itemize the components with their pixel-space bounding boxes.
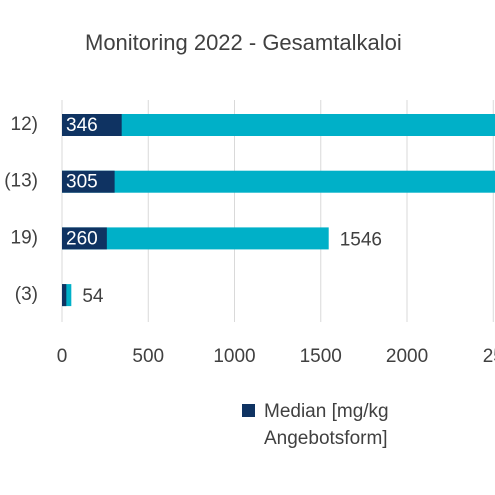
data-label: 54	[82, 286, 104, 307]
data-label: 1546	[340, 229, 382, 250]
bar	[62, 284, 72, 307]
bar	[62, 227, 107, 250]
chart-title: Monitoring 2022 - Gesamtalkaloi	[85, 30, 402, 55]
x-tick-label: 500	[132, 346, 164, 367]
legend-label: Median [mg/kg Angebotsform]	[264, 401, 389, 449]
bar	[62, 284, 67, 307]
x-tick-label: 1000	[213, 346, 255, 367]
x-tick-label: 25	[483, 346, 495, 367]
bar	[62, 114, 122, 136]
bar	[62, 170, 115, 193]
x-tick-label: 2000	[386, 346, 428, 367]
data-label: 260	[66, 228, 98, 249]
x-tick-label: 0	[57, 346, 68, 367]
x-tick-label: 1500	[300, 346, 342, 367]
y-tick-label: (3)	[15, 284, 38, 305]
bar	[62, 227, 329, 250]
y-tick-label: 12)	[11, 114, 38, 135]
legend-swatch	[242, 404, 255, 417]
data-label: 346	[66, 115, 98, 136]
bar	[62, 114, 495, 136]
y-tick-label: (13)	[4, 171, 38, 192]
y-tick-label: 19)	[11, 227, 38, 248]
bar	[62, 170, 495, 193]
data-label: 305	[66, 172, 98, 193]
